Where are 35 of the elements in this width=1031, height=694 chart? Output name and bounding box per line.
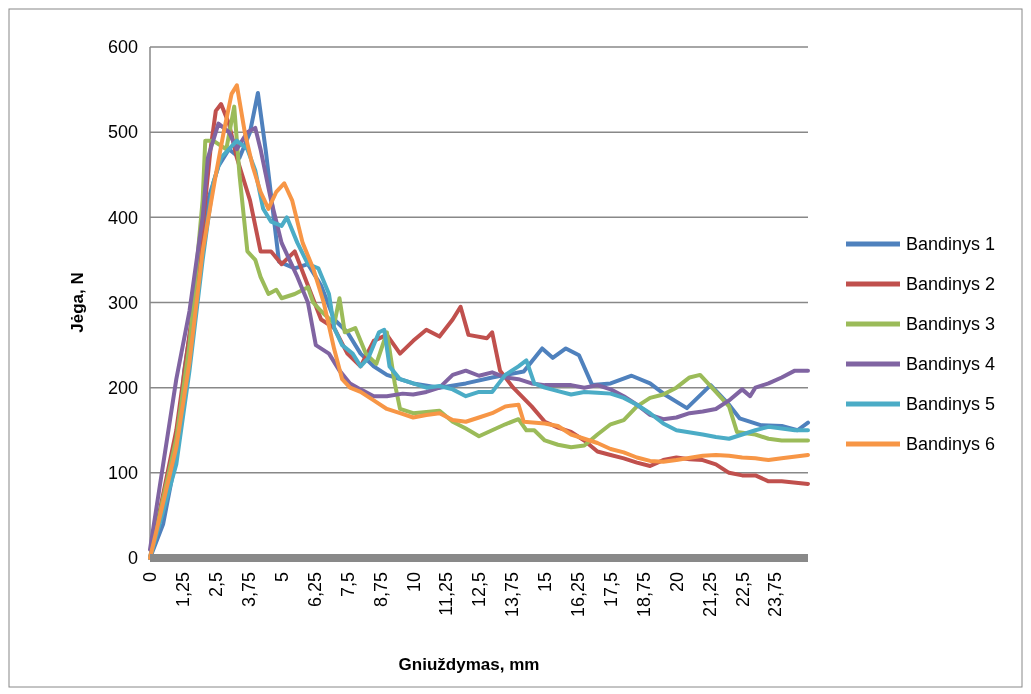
y-tick-label: 0 [127, 548, 138, 569]
x-tick-label: 17,5 [600, 572, 621, 608]
legend-label: Bandinys 6 [906, 434, 996, 455]
legend-label: Bandinys 5 [906, 394, 996, 415]
x-tick-label: 3,75 [239, 572, 259, 608]
y-tick-label: 200 [107, 377, 138, 398]
y-tick-label: 400 [107, 207, 138, 228]
y-tick-label: 500 [107, 122, 138, 143]
legend-label: Bandinys 2 [906, 274, 996, 295]
x-tick-label: 1,25 [173, 572, 194, 608]
legend-label: Bandinys 1 [906, 234, 996, 255]
x-tick-label: 22,5 [732, 572, 753, 608]
y-tick-label: 300 [107, 292, 138, 313]
x-tick-label: 6,25 [304, 572, 325, 608]
x-axis-title: Gniuždymas, mm [398, 655, 540, 674]
legend-label: Bandinys 3 [906, 314, 996, 335]
x-tick-label: 16,25 [568, 572, 588, 618]
y-tick-label: 100 [107, 463, 138, 484]
x-tick-label: 5 [271, 572, 292, 583]
x-tick-label: 0 [140, 572, 161, 583]
x-tick-label: 10 [403, 572, 424, 593]
x-tick-label: 13,75 [502, 572, 523, 618]
x-tick-label: 8,75 [370, 572, 391, 608]
x-tick-label: 21,25 [699, 572, 720, 618]
x-tick-label: 2,5 [206, 572, 227, 598]
x-tick-label: 15 [535, 572, 556, 593]
x-tick-label: 20 [666, 572, 687, 593]
y-tick-label: 600 [107, 37, 138, 58]
x-tick-label: 23,75 [765, 572, 786, 618]
x-tick-label: 11,25 [436, 572, 457, 616]
x-tick-label: 7,5 [337, 572, 358, 598]
y-axis-title: Jėga, N [68, 272, 87, 333]
x-tick-label: 12,5 [469, 572, 490, 608]
x-tick-label: 18,75 [633, 572, 654, 618]
legend-label: Bandinys 4 [906, 354, 996, 375]
